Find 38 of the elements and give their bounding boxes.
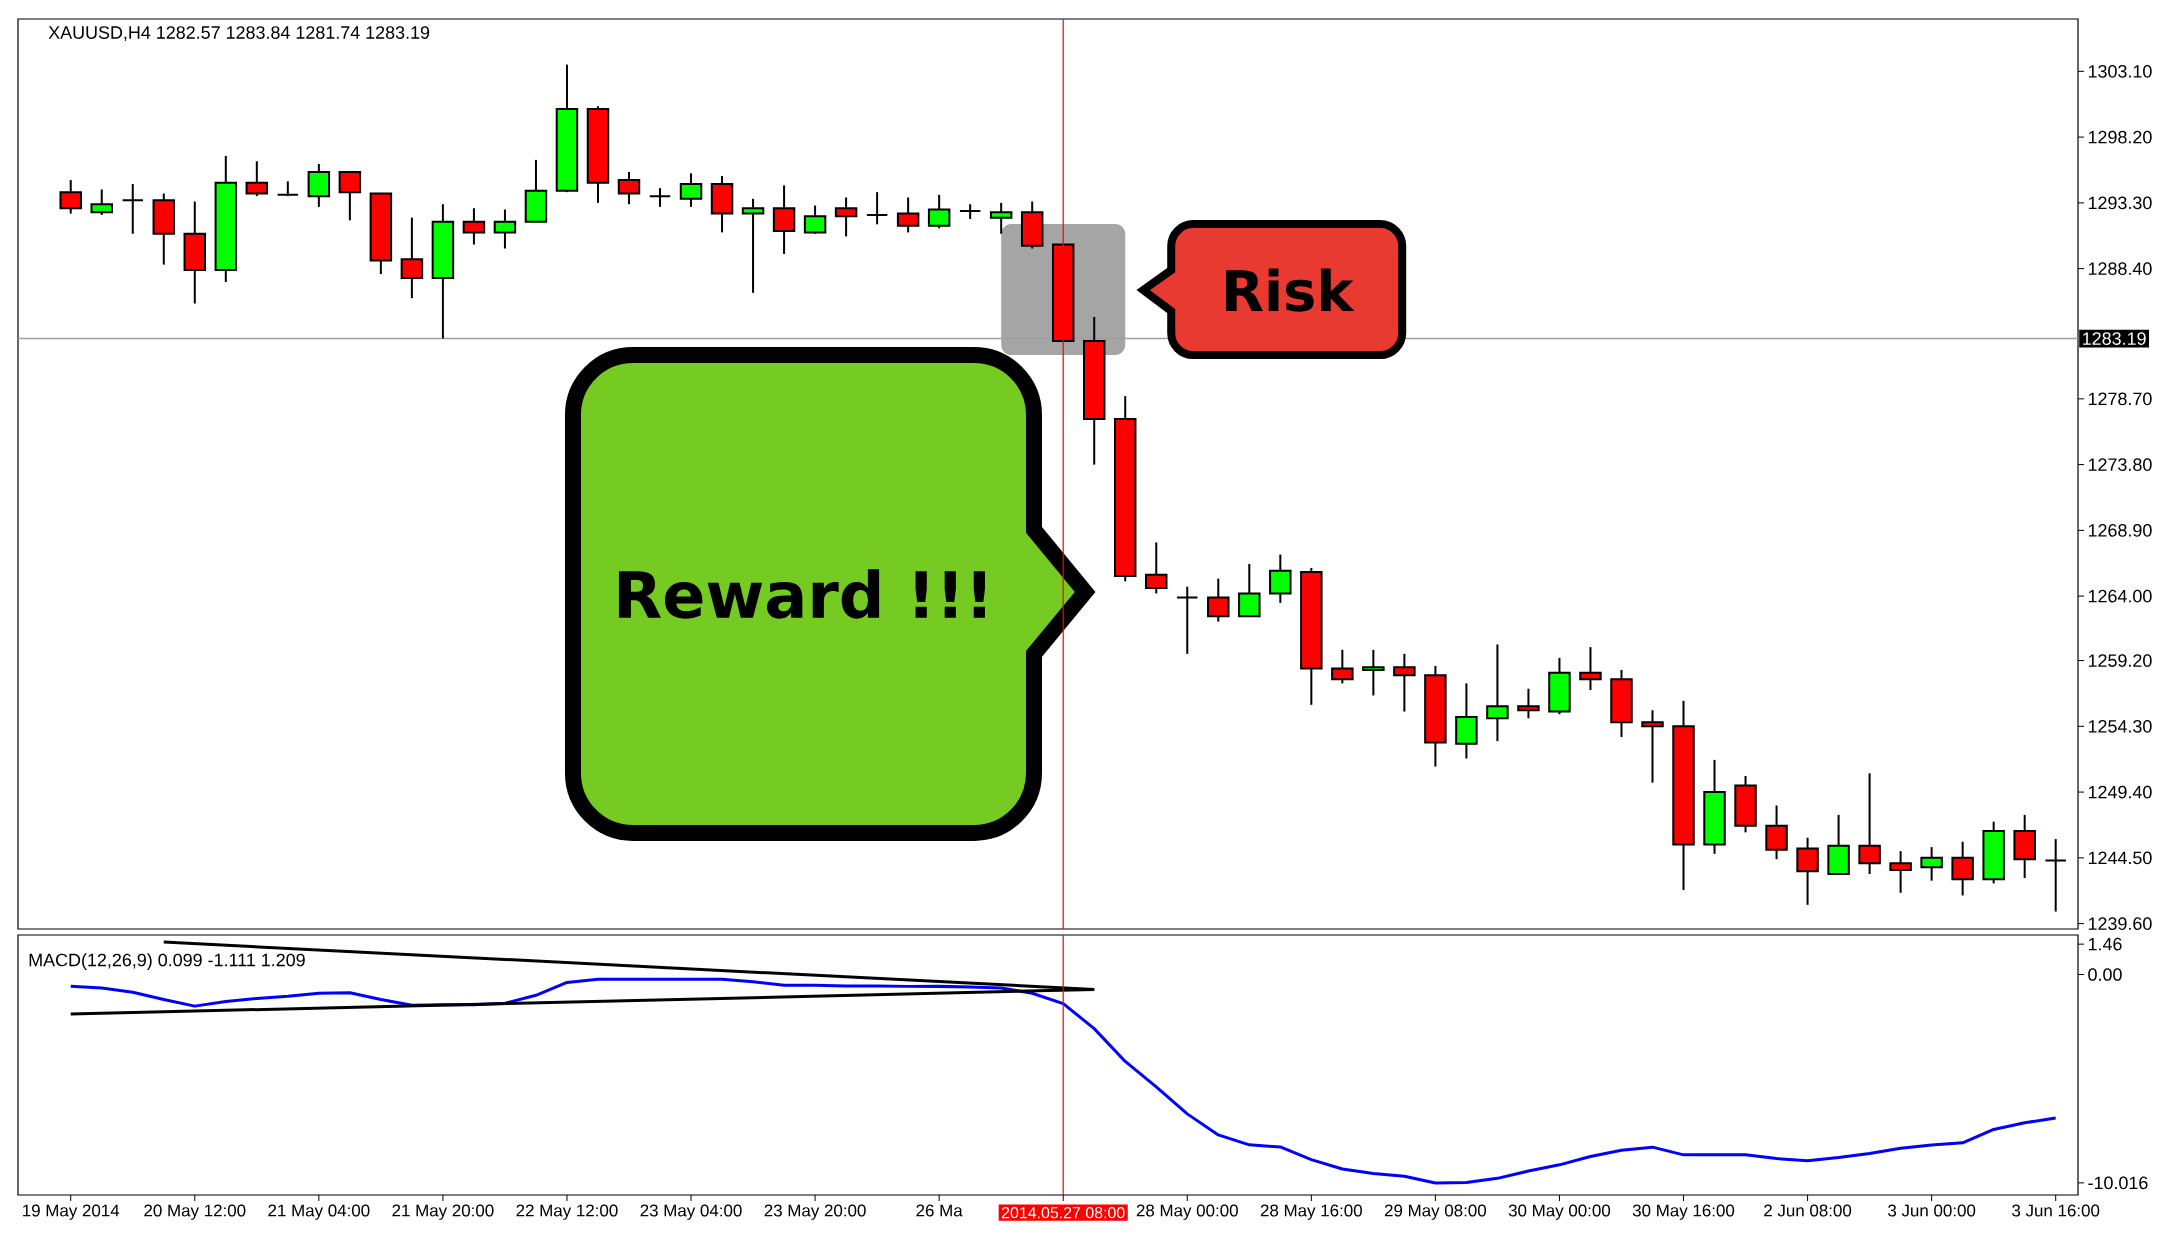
text: MACD(12,26,9) 0.099 -1.111 1.209 — [29, 953, 305, 970]
x-tick-label: 20 May 12:00 — [144, 1204, 246, 1220]
y-tick-label: 1273.80 — [2088, 458, 2152, 471]
x-tick-label: 2 Jun 08:00 — [1764, 1204, 1852, 1217]
annotation: Reward !!! — [618, 569, 985, 619]
chart-title: XAUUSD,H4 1282.57 1283.84 1281.74 1283.19 — [48, 26, 430, 41]
y-tick-label: 1.46 — [2088, 937, 2122, 951]
y-tick-label: 1259.20 — [2088, 654, 2152, 667]
x-tick-label: 2014.05.27 08:00 — [1001, 1207, 1125, 1219]
x-tick-label: 30 May 00:00 — [1508, 1204, 1611, 1220]
ref-line-label: 1283.19 — [2083, 332, 2146, 345]
x-tick-label: 28 May 00:00 — [1136, 1204, 1238, 1220]
y-tick-label: 1249.40 — [2088, 785, 2152, 799]
x-tick-label: 19 May 2014 — [23, 1204, 120, 1220]
x-tick-label: 3 Jun 16:00 — [2012, 1204, 2100, 1217]
x-tick-label: 29 May 08:00 — [1384, 1204, 1487, 1220]
x-tick-label: 21 May 04:00 — [268, 1204, 370, 1220]
x-tick-label: 30 May 16:00 — [1632, 1204, 1735, 1220]
y-tick-label: 1244.50 — [2088, 851, 2152, 865]
y-tick-label: 1293.30 — [2088, 196, 2152, 210]
y-tick-label: 0.00 — [2088, 968, 2122, 981]
annotation: Risk — [1226, 268, 1355, 312]
x-tick-label: 23 May 04:00 — [640, 1204, 742, 1220]
x-tick-label: 26 Ma — [916, 1204, 963, 1217]
y-tick-label: 1298.20 — [2088, 130, 2152, 144]
x-tick-label: 21 May 20:00 — [392, 1204, 494, 1220]
x-tick-label: 22 May 12:00 — [516, 1204, 618, 1220]
y-tick-label: 1264.00 — [2088, 589, 2152, 603]
y-tick-label: 1268.90 — [2088, 524, 2152, 537]
y-tick-label: 1303.10 — [2088, 64, 2152, 78]
x-tick-label: 28 May 16:00 — [1260, 1204, 1362, 1220]
y-tick-label: 1254.30 — [2088, 719, 2152, 733]
y-tick-label: 1288.40 — [2088, 262, 2152, 275]
x-tick-label: 23 May 20:00 — [764, 1204, 866, 1220]
y-tick-label: -10.016 — [2088, 1176, 2148, 1190]
x-tick-label: 3 Jun 00:00 — [1888, 1204, 1976, 1217]
y-tick-label: 1239.60 — [2088, 917, 2152, 930]
y-tick-label: 1278.70 — [2088, 392, 2152, 406]
